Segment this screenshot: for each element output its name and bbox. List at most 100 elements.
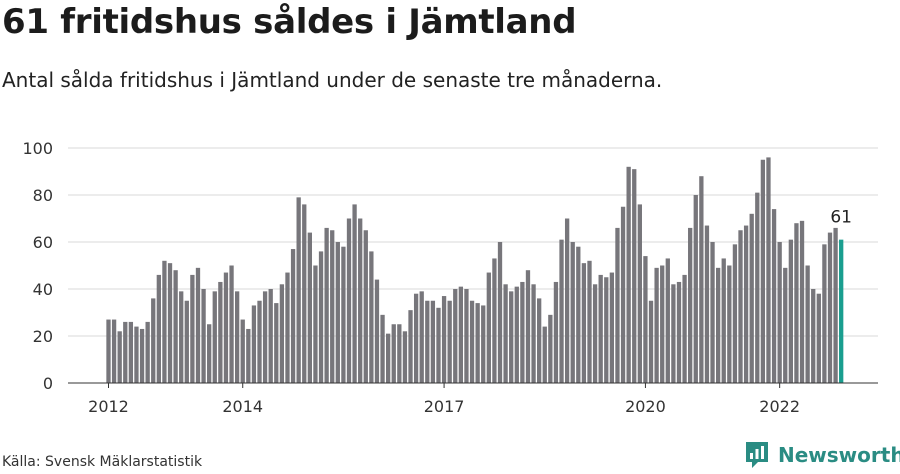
bar (313, 265, 318, 383)
bar (391, 324, 396, 383)
bar (805, 265, 810, 383)
bar (581, 263, 587, 383)
bar (195, 267, 201, 383)
bar (374, 279, 380, 383)
bar (727, 265, 732, 383)
bar (335, 242, 340, 383)
bar (799, 220, 805, 383)
newsworthy-logo-icon (746, 442, 768, 468)
bar (453, 289, 458, 383)
bar (710, 242, 715, 383)
bar (408, 310, 413, 383)
bar (564, 218, 570, 383)
bar (324, 227, 329, 383)
bar (441, 296, 447, 383)
bar (151, 298, 156, 383)
bar (509, 291, 514, 383)
bar (447, 300, 452, 383)
bar (162, 260, 167, 383)
brand-logo: Newsworthy (744, 440, 900, 470)
bar (715, 267, 721, 383)
y-tick-label: 40 (33, 280, 53, 299)
source-note: Källa: Svensk Mäklarstatistik (2, 454, 203, 470)
y-tick-label: 80 (33, 186, 53, 205)
bar (279, 284, 285, 383)
bar (548, 314, 553, 383)
bar (307, 232, 312, 383)
bar (592, 284, 598, 383)
x-tick-label: 2012 (88, 397, 129, 416)
bar (492, 258, 497, 383)
bar (783, 267, 788, 383)
bar (520, 281, 525, 383)
brand-name: Newsworthy (778, 443, 900, 467)
bar (738, 230, 743, 383)
bar (537, 298, 542, 383)
bar (218, 281, 223, 383)
bar (743, 225, 749, 383)
bar (497, 242, 503, 383)
bar (262, 291, 268, 383)
bar (425, 300, 430, 383)
bar (246, 328, 251, 383)
bar (615, 227, 620, 383)
y-tick-label: 100 (22, 139, 53, 158)
bar (576, 246, 581, 383)
bar (721, 258, 726, 383)
bar (240, 319, 245, 383)
bar (486, 272, 491, 383)
bar (190, 274, 195, 383)
bar (128, 321, 134, 383)
bar (620, 206, 626, 383)
chart-title: 61 fritidshus såldes i Jämtland (2, 2, 577, 42)
bar (816, 293, 821, 383)
bar (682, 274, 687, 383)
bar (671, 284, 676, 383)
bar (570, 242, 575, 383)
y-tick-label: 0 (43, 374, 53, 393)
x-tick-label: 2014 (222, 397, 263, 416)
bar (704, 225, 710, 383)
value-annotation: 61 (830, 208, 852, 228)
bar (179, 291, 184, 383)
bar (811, 289, 816, 383)
bar (699, 176, 704, 383)
bar (285, 272, 290, 383)
chart-subtitle: Antal sålda fritidshus i Jämtland under … (2, 68, 663, 92)
bar (268, 289, 273, 383)
bar (436, 307, 441, 383)
bar (413, 293, 419, 383)
bar (771, 209, 777, 383)
bar (525, 270, 531, 383)
bar (637, 204, 642, 383)
bar (201, 289, 206, 383)
bar (749, 213, 754, 383)
bar (251, 305, 257, 383)
bar (106, 319, 111, 383)
x-tick-label: 2017 (424, 397, 465, 416)
bar (693, 195, 698, 383)
bar (330, 230, 335, 383)
bar (475, 303, 480, 383)
bar (794, 223, 799, 383)
bar (788, 239, 793, 383)
bar (117, 331, 122, 383)
bar (290, 249, 296, 383)
bar (766, 157, 771, 383)
bar (827, 232, 833, 383)
bar (296, 197, 301, 383)
bar (481, 305, 486, 383)
bar (732, 244, 738, 383)
bar (648, 300, 654, 383)
bar (559, 239, 564, 383)
bar (660, 265, 665, 383)
bar (302, 204, 307, 383)
bar (363, 230, 368, 383)
bar (111, 319, 117, 383)
bar (469, 300, 475, 383)
bar (514, 286, 519, 383)
bar (123, 321, 128, 383)
bar (609, 272, 615, 383)
bar (207, 324, 212, 383)
